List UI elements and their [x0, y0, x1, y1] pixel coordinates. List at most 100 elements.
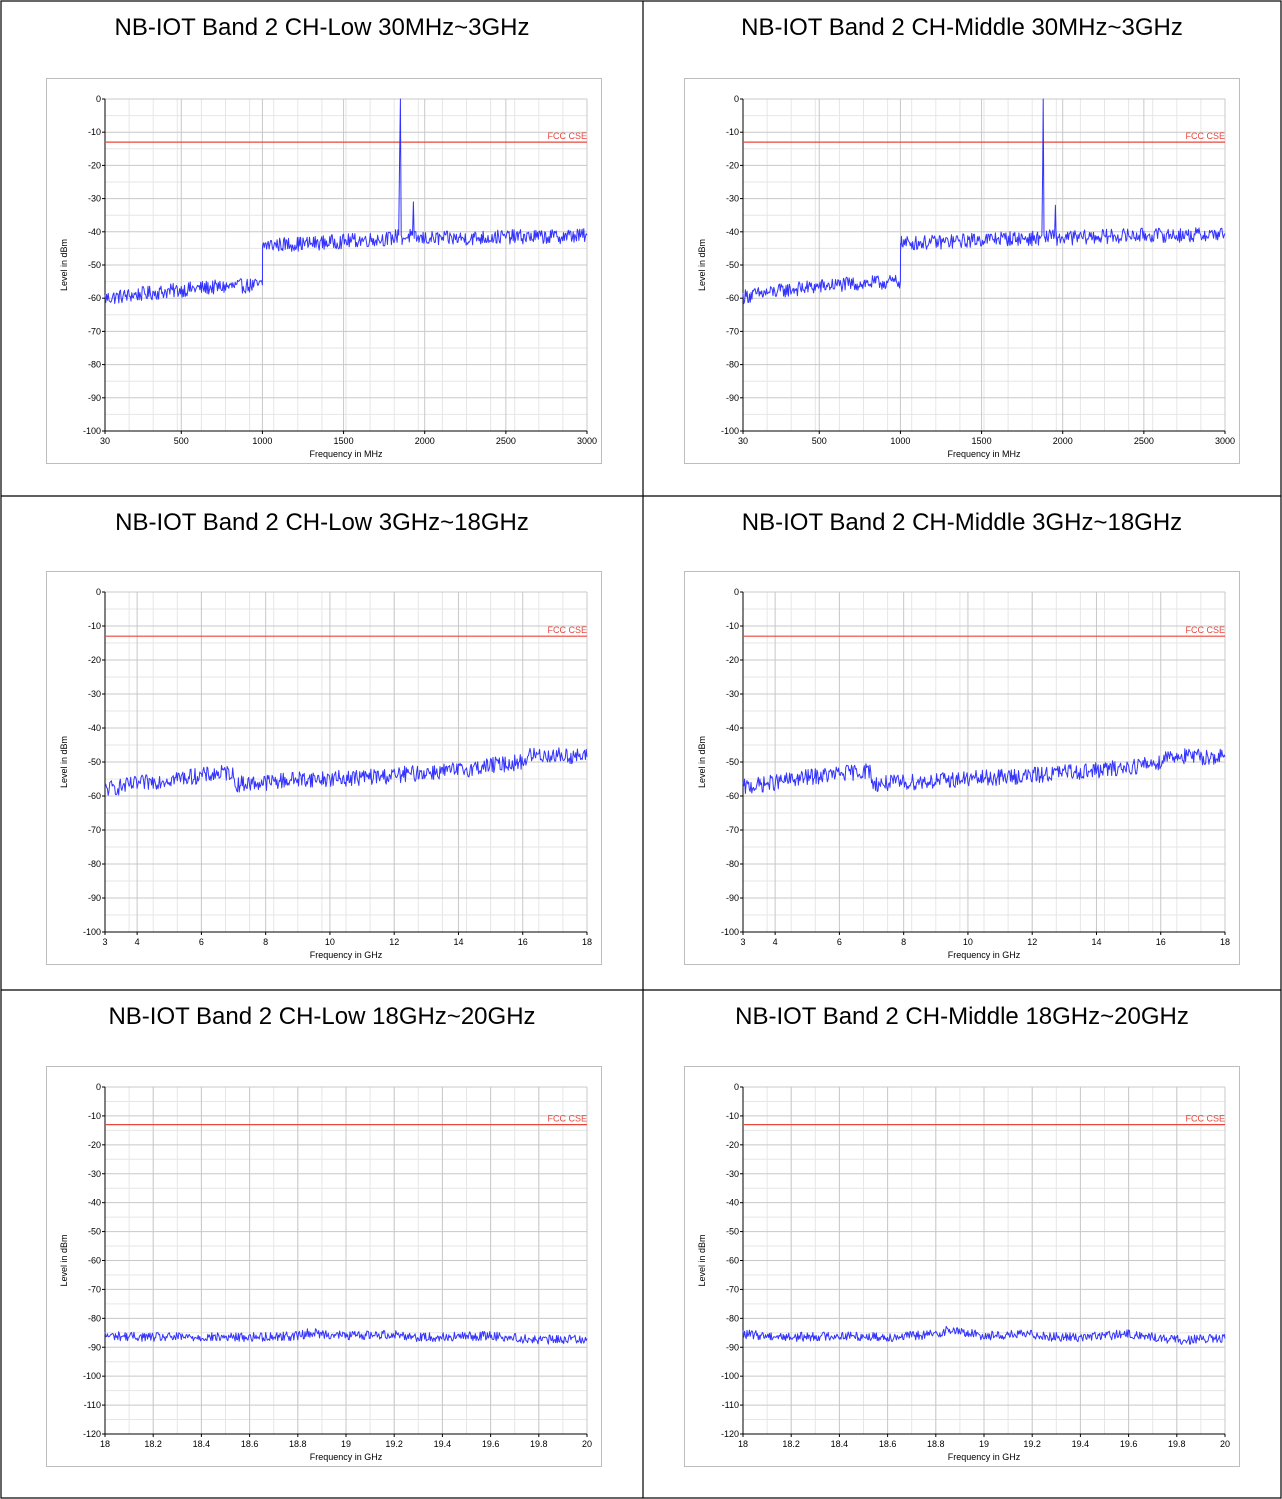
- y-tick-label: -100: [83, 1371, 101, 1381]
- x-tick-label: 3000: [577, 436, 597, 446]
- y-tick-label: -20: [726, 160, 739, 170]
- x-tick-label: 8: [263, 937, 268, 947]
- chart-title: NB-IOT Band 2 CH-Low 30MHz~3GHz: [114, 14, 530, 41]
- y-axis-label: Level in dBm: [59, 1234, 69, 1286]
- y-tick-label: -90: [726, 893, 739, 903]
- y-tick-label: -20: [88, 160, 101, 170]
- y-tick-label: -10: [88, 1111, 101, 1121]
- x-tick-label: 3: [102, 937, 107, 947]
- chart-title: NB-IOT Band 2 CH-Middle 18GHz~20GHz: [735, 1003, 1189, 1030]
- y-tick-label: -20: [726, 655, 739, 665]
- y-tick-label: -120: [83, 1429, 101, 1439]
- x-tick-label: 19.2: [1023, 1439, 1041, 1449]
- y-tick-label: -90: [88, 893, 101, 903]
- x-tick-label: 500: [812, 436, 827, 446]
- x-tick-label: 3000: [1215, 436, 1235, 446]
- x-tick-label: 19.8: [530, 1439, 548, 1449]
- y-tick-label: -40: [726, 723, 739, 733]
- y-tick-label: -50: [726, 757, 739, 767]
- limit-label: FCC CSE: [547, 131, 587, 141]
- y-tick-label: -30: [726, 194, 739, 204]
- x-tick-label: 12: [389, 937, 399, 947]
- chart-middle-30mhz-3ghz: 0 -10 -20 -30 -40 -50 -60 -70 -80 -90 -100 30 500 100…: [684, 78, 1240, 464]
- limit-label: FCC CSE: [1185, 1114, 1225, 1124]
- cell-low-3ghz-18ghz: NB-IOT Band 2 CH-Low 3GHz~18GHz 0 -10 -20 -…: [2, 497, 642, 989]
- x-tick-label: 2000: [415, 436, 435, 446]
- y-tick-label: -100: [721, 1371, 739, 1381]
- x-tick-label: 8: [901, 937, 906, 947]
- major-grid: [104, 1086, 588, 1435]
- x-tick-label: 10: [325, 937, 335, 947]
- x-tick-label: 2000: [1053, 436, 1073, 446]
- x-tick-label: 19: [979, 1439, 989, 1449]
- axes: [102, 591, 588, 935]
- x-tick-label: 14: [1091, 937, 1101, 947]
- x-axis-label: Frequency in GHz: [310, 1452, 383, 1462]
- x-tick-label: 19: [341, 1439, 351, 1449]
- y-axis-label: Level in dBm: [697, 736, 707, 788]
- y-tick-label: -40: [726, 1198, 739, 1208]
- axes: [740, 98, 1226, 434]
- series-trace: [742, 98, 1226, 305]
- y-tick-label: -20: [726, 1140, 739, 1150]
- y-tick-label: -80: [726, 1313, 739, 1323]
- y-tick-label: -80: [88, 1313, 101, 1323]
- y-tick-label: -60: [88, 293, 101, 303]
- y-tick-label: -90: [726, 1342, 739, 1352]
- limit-label: FCC CSE: [547, 1114, 587, 1124]
- series-trace: [104, 1328, 588, 1345]
- x-tick-label: 2500: [496, 436, 516, 446]
- y-tick-label: -40: [88, 723, 101, 733]
- x-tick-label: 18.2: [782, 1439, 800, 1449]
- cell-low-30mhz-3ghz: NB-IOT Band 2 CH-Low 30MHz~3GHz 0 -10 -20 -…: [2, 2, 642, 495]
- y-tick-label: -110: [84, 1400, 101, 1410]
- x-tick-label: 18.4: [831, 1439, 849, 1449]
- cell-middle-3ghz-18ghz: NB-IOT Band 2 CH-Middle 3GHz~18GHz 0 -10 -…: [644, 497, 1280, 989]
- series-trace: [104, 747, 588, 796]
- x-tick-label: 18.6: [879, 1439, 897, 1449]
- x-tick-label: 2500: [1134, 436, 1154, 446]
- series-trace: [742, 1325, 1226, 1345]
- x-tick-label: 18.2: [144, 1439, 162, 1449]
- x-tick-label: 1500: [972, 436, 992, 446]
- axes: [102, 1086, 588, 1437]
- y-tick-label: -100: [83, 927, 101, 937]
- y-tick-label: -60: [88, 791, 101, 801]
- x-tick-label: 18: [100, 1439, 110, 1449]
- x-tick-label: 3: [740, 937, 745, 947]
- y-tick-label: 0: [96, 94, 101, 104]
- y-tick-label: 0: [96, 1082, 101, 1092]
- x-tick-label: 30: [738, 436, 748, 446]
- y-tick-label: 0: [96, 587, 101, 597]
- y-tick-label: -60: [726, 293, 739, 303]
- x-tick-label: 19.2: [385, 1439, 403, 1449]
- axes: [740, 591, 1226, 935]
- x-tick-label: 6: [837, 937, 842, 947]
- y-tick-label: -90: [726, 393, 739, 403]
- chart-title: NB-IOT Band 2 CH-Middle 30MHz~3GHz: [741, 14, 1183, 41]
- limit-label: FCC CSE: [547, 625, 587, 635]
- x-tick-label: 20: [582, 1439, 592, 1449]
- y-tick-label: -100: [721, 426, 739, 436]
- y-tick-label: -20: [88, 1140, 101, 1150]
- y-axis-label: Level in dBm: [697, 1234, 707, 1286]
- x-tick-label: 18.8: [927, 1439, 945, 1449]
- y-tick-label: -50: [88, 260, 101, 270]
- y-tick-label: -10: [88, 127, 101, 137]
- x-tick-label: 19.6: [1120, 1439, 1138, 1449]
- y-tick-label: -70: [726, 825, 739, 835]
- cell-low-18ghz-20ghz: NB-IOT Band 2 CH-Low 18GHz~20GHz 0 -10 -20…: [2, 991, 642, 1497]
- y-tick-label: -100: [721, 927, 739, 937]
- x-tick-label: 12: [1027, 937, 1037, 947]
- x-tick-label: 1500: [334, 436, 354, 446]
- y-tick-label: -10: [88, 621, 101, 631]
- x-axis-label: Frequency in GHz: [948, 1452, 1021, 1462]
- chart-middle-3ghz-18ghz: 0 -10 -20 -30 -40 -50 -60 -70 -80 -90 -100 3 4 6 8 10 12…: [684, 571, 1240, 965]
- x-tick-label: 19.4: [434, 1439, 452, 1449]
- y-tick-label: -100: [83, 426, 101, 436]
- y-tick-label: 0: [734, 94, 739, 104]
- chart-low-30mhz-3ghz: 0 -10 -20 -30 -40 -50 -60 -70 -80 -90 -100 30 500 100…: [46, 78, 602, 464]
- x-tick-label: 16: [518, 937, 528, 947]
- y-tick-label: -90: [88, 1342, 101, 1352]
